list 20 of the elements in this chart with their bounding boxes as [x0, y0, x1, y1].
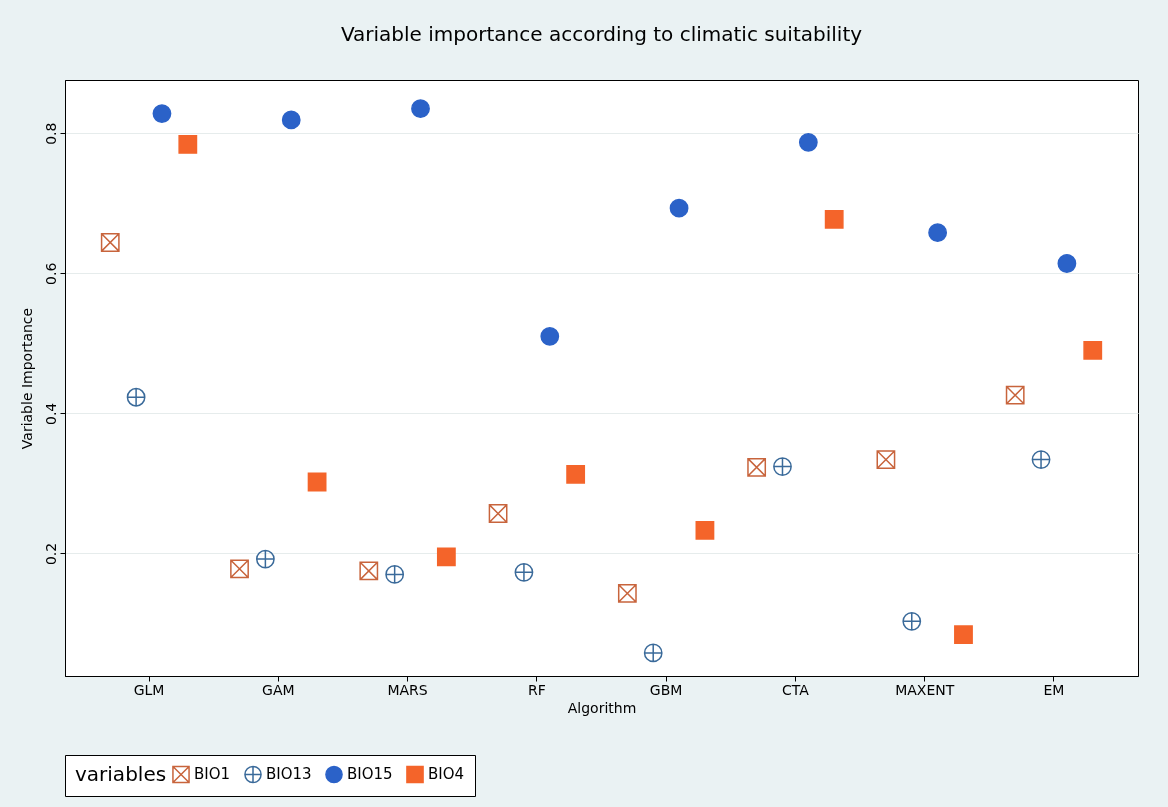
legend-label: BIO4 [428, 765, 465, 784]
x-tick-label: MAXENT [895, 681, 955, 698]
y-tick-label: 0.4 [42, 402, 59, 425]
y-tick-label: 0.6 [42, 262, 59, 285]
y-tick-label: 0.2 [42, 542, 59, 566]
x-tick-label: GLM [133, 681, 165, 698]
y-tick-label: 0.8 [42, 122, 59, 145]
legend-label: BIO15 [347, 765, 393, 784]
x-tick-label: GBM [649, 681, 683, 698]
x-tick-label: MARS [387, 681, 428, 698]
legend-label: BIO13 [266, 765, 312, 784]
legend-label: BIO1 [194, 765, 231, 784]
x-tick-label: CTA [782, 681, 810, 698]
x-axis-title: Algorithm [567, 699, 637, 716]
x-tick-label: EM [1043, 681, 1065, 698]
x-tick-label: RF [527, 681, 546, 698]
chart-title: Variable importance according to climatic suitability [340, 22, 863, 46]
x-tick-label: GAM [262, 681, 295, 698]
y-axis-title: Variable Importance [18, 307, 35, 450]
legend-title: variables [75, 762, 167, 786]
